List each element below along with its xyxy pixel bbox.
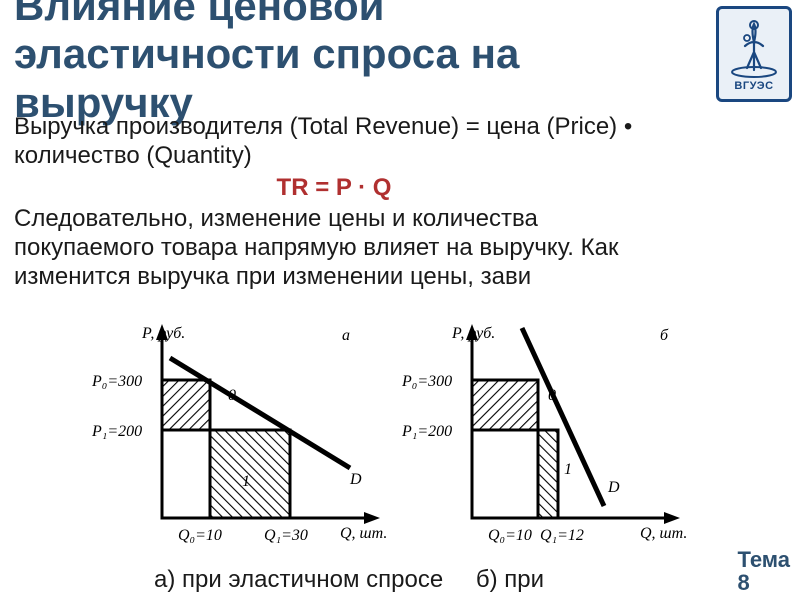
svg-text:б: б [660, 327, 669, 344]
svg-text:Р, руб.: Р, руб. [141, 325, 185, 342]
university-logo: ВГУЭС [716, 6, 792, 102]
svg-text:1: 1 [564, 461, 572, 478]
body-text: Выручка производителя (Total Revenue) = … [14, 112, 654, 292]
svg-text:D: D [607, 479, 620, 496]
svg-text:Q₁=12: Q₁=12 [540, 527, 584, 544]
svg-text:P₀=300: P₀=300 [401, 373, 452, 390]
svg-text:Q₁=30: Q₁=30 [264, 527, 308, 544]
chart-b: Р, руб. Q, шт. б P₀=300 P₁=200 D 0 1 Q₀=… [401, 324, 687, 544]
chart-a: Р, руб. Q, шт. а P₀=300 P₁=200 D 0 1 Q₀=… [91, 324, 387, 544]
svg-text:D: D [349, 471, 362, 488]
svg-text:P₀=300: P₀=300 [91, 373, 142, 390]
diagram: Р, руб. Q, шт. а P₀=300 P₁=200 D 0 1 Q₀=… [82, 318, 692, 550]
theme-label: Тема8 [737, 548, 790, 594]
paragraph-2: Следовательно, изменение цены и количест… [14, 204, 654, 292]
logo-figure-icon [727, 16, 781, 78]
svg-text:Q, шт.: Q, шт. [340, 525, 387, 542]
svg-text:Р, руб.: Р, руб. [451, 325, 495, 342]
svg-text:0: 0 [228, 387, 236, 404]
captions: а) при эластичном спросе б) при [14, 566, 784, 594]
svg-text:Q, шт.: Q, шт. [640, 525, 687, 542]
svg-text:P₁=200: P₁=200 [91, 423, 142, 440]
logo-label: ВГУЭС [734, 80, 773, 92]
paragraph-1: Выручка производителя (Total Revenue) = … [14, 112, 654, 171]
svg-text:1: 1 [242, 473, 250, 490]
svg-text:P₁=200: P₁=200 [401, 423, 452, 440]
slide-title: Влияние ценовой эластичности спроса на в… [14, 0, 654, 127]
svg-text:Q₀=10: Q₀=10 [178, 527, 222, 544]
caption-a: а) при эластичном спросе [154, 566, 443, 594]
svg-text:а: а [342, 327, 350, 344]
svg-text:Q₀=10: Q₀=10 [488, 527, 532, 544]
formula: TR = P · Q [14, 173, 654, 202]
svg-text:0: 0 [548, 387, 556, 404]
caption-b: б) при [476, 566, 544, 594]
